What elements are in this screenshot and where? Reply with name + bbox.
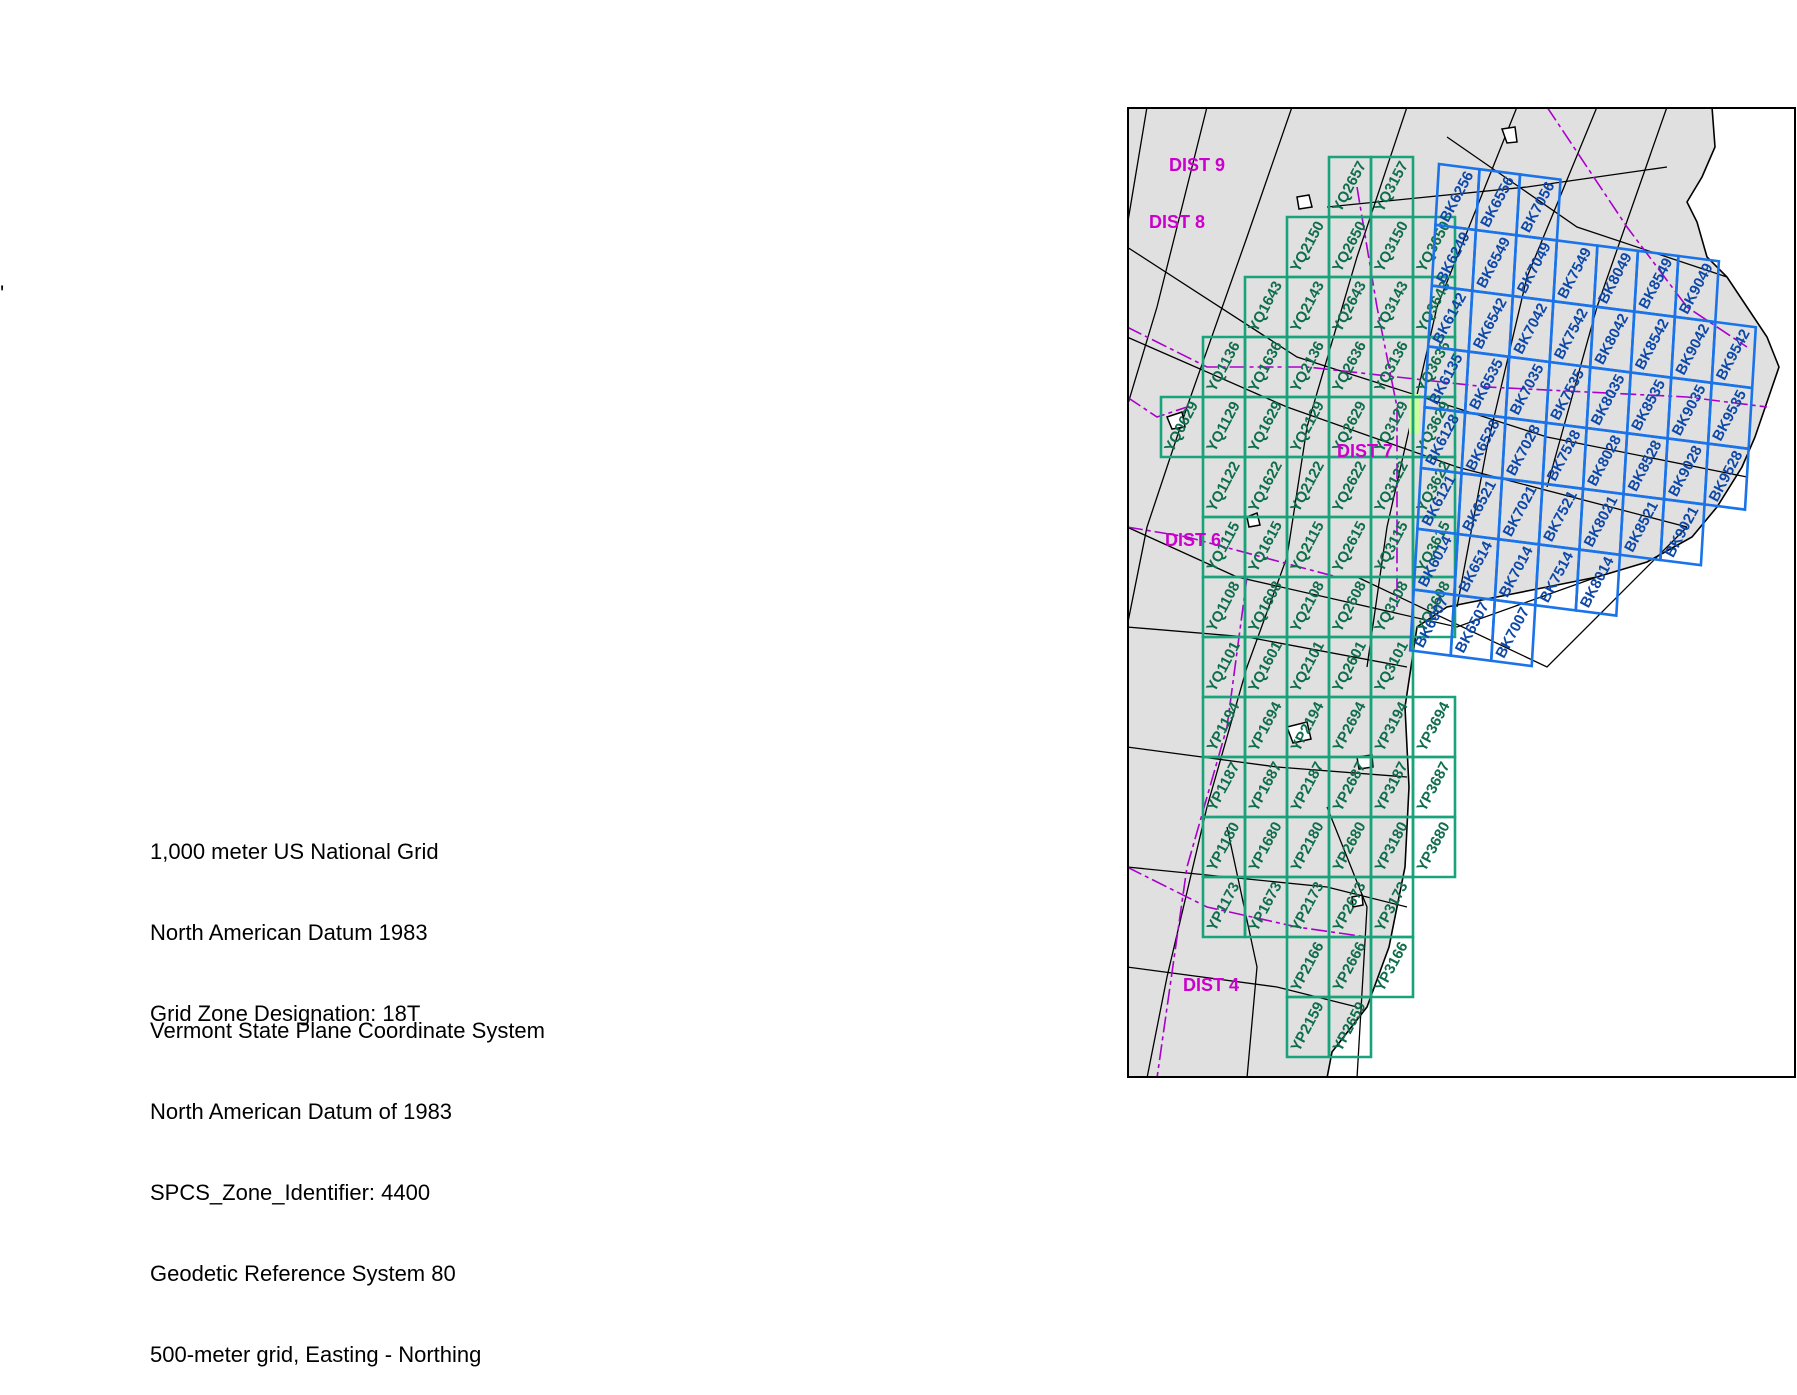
grid-cell xyxy=(1489,598,1537,668)
usng-line: Grid Zone Designation: 18T xyxy=(150,1001,421,1026)
grid-cell-label: BK7007 xyxy=(1492,604,1533,661)
map-frame xyxy=(1127,107,1796,1078)
grid-cell xyxy=(1369,935,1415,999)
spcs-notes: Vermont State Plane Coordinate System No… xyxy=(150,963,545,1395)
usng-notes: 1,000 meter US National Grid North Ameri… xyxy=(150,784,439,1054)
grid-cell xyxy=(1159,395,1205,459)
grid-cell xyxy=(1411,815,1457,879)
grid-cell xyxy=(1574,548,1622,618)
spcs-line: Vermont State Plane Coordinate System xyxy=(150,1018,545,1043)
land-area xyxy=(1127,107,1779,1078)
district-label: DIST 7 xyxy=(1337,441,1393,461)
grid-cell xyxy=(1703,442,1750,512)
grid-cell xyxy=(1327,995,1373,1059)
spcs-line: North American Datum of 1983 xyxy=(150,1099,453,1124)
grid-cell-label: YP3687 xyxy=(1413,759,1453,814)
spcs-line: SPCS_Zone_Identifier: 4400 xyxy=(150,1180,431,1205)
spcs-line: 500-meter grid, Easting - Northing xyxy=(150,1342,482,1367)
grid-cell-label: BK6507 xyxy=(1452,599,1493,656)
grid-cell-label: YP3694 xyxy=(1413,699,1453,755)
usng-line: 1,000 meter US National Grid xyxy=(150,839,439,864)
district-label: DIST 8 xyxy=(1149,212,1205,232)
district-label: DIST 6 xyxy=(1165,530,1221,550)
spcs-line: Geodetic Reference System 80 xyxy=(150,1261,456,1286)
district-label: DIST 4 xyxy=(1183,975,1239,995)
lakes xyxy=(1165,126,1518,908)
stray-mark: ' xyxy=(0,281,5,306)
grid-cell xyxy=(1659,497,1706,567)
grid-cell-label: YP3680 xyxy=(1413,819,1453,874)
usng-line: North American Datum 1983 xyxy=(150,920,428,945)
district-label: DIST 9 xyxy=(1169,155,1225,175)
